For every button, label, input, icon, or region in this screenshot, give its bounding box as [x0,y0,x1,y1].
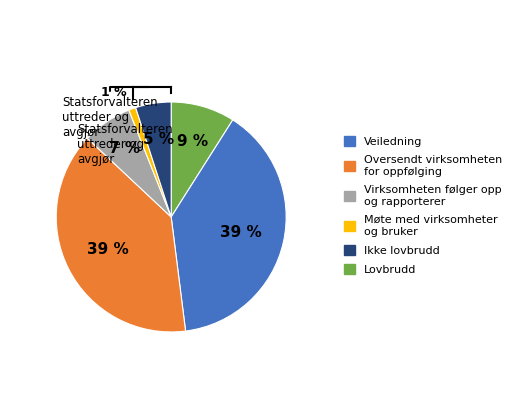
Legend: Veiledning, Oversendt virksomheten
for oppfølging, Virksomheten følger opp
og ra: Veiledning, Oversendt virksomheten for o… [344,136,502,275]
Wedge shape [129,108,171,217]
Text: 7 %: 7 % [109,141,140,156]
Wedge shape [171,120,286,331]
Text: 39 %: 39 % [87,242,129,257]
Text: Statsforvalteren
uttreder og
avgjør: Statsforvalteren uttreder og avgjør [62,87,157,139]
Wedge shape [56,138,185,332]
Text: 9 %: 9 % [177,134,208,149]
Wedge shape [135,102,171,217]
Wedge shape [87,110,171,217]
Text: Statsforvalteren
uttreder og
avgjør: Statsforvalteren uttreder og avgjør [77,123,173,166]
Text: 1 %: 1 % [101,86,126,99]
Text: 5 %: 5 % [144,132,175,147]
Text: 39 %: 39 % [220,225,262,240]
Wedge shape [171,102,233,217]
